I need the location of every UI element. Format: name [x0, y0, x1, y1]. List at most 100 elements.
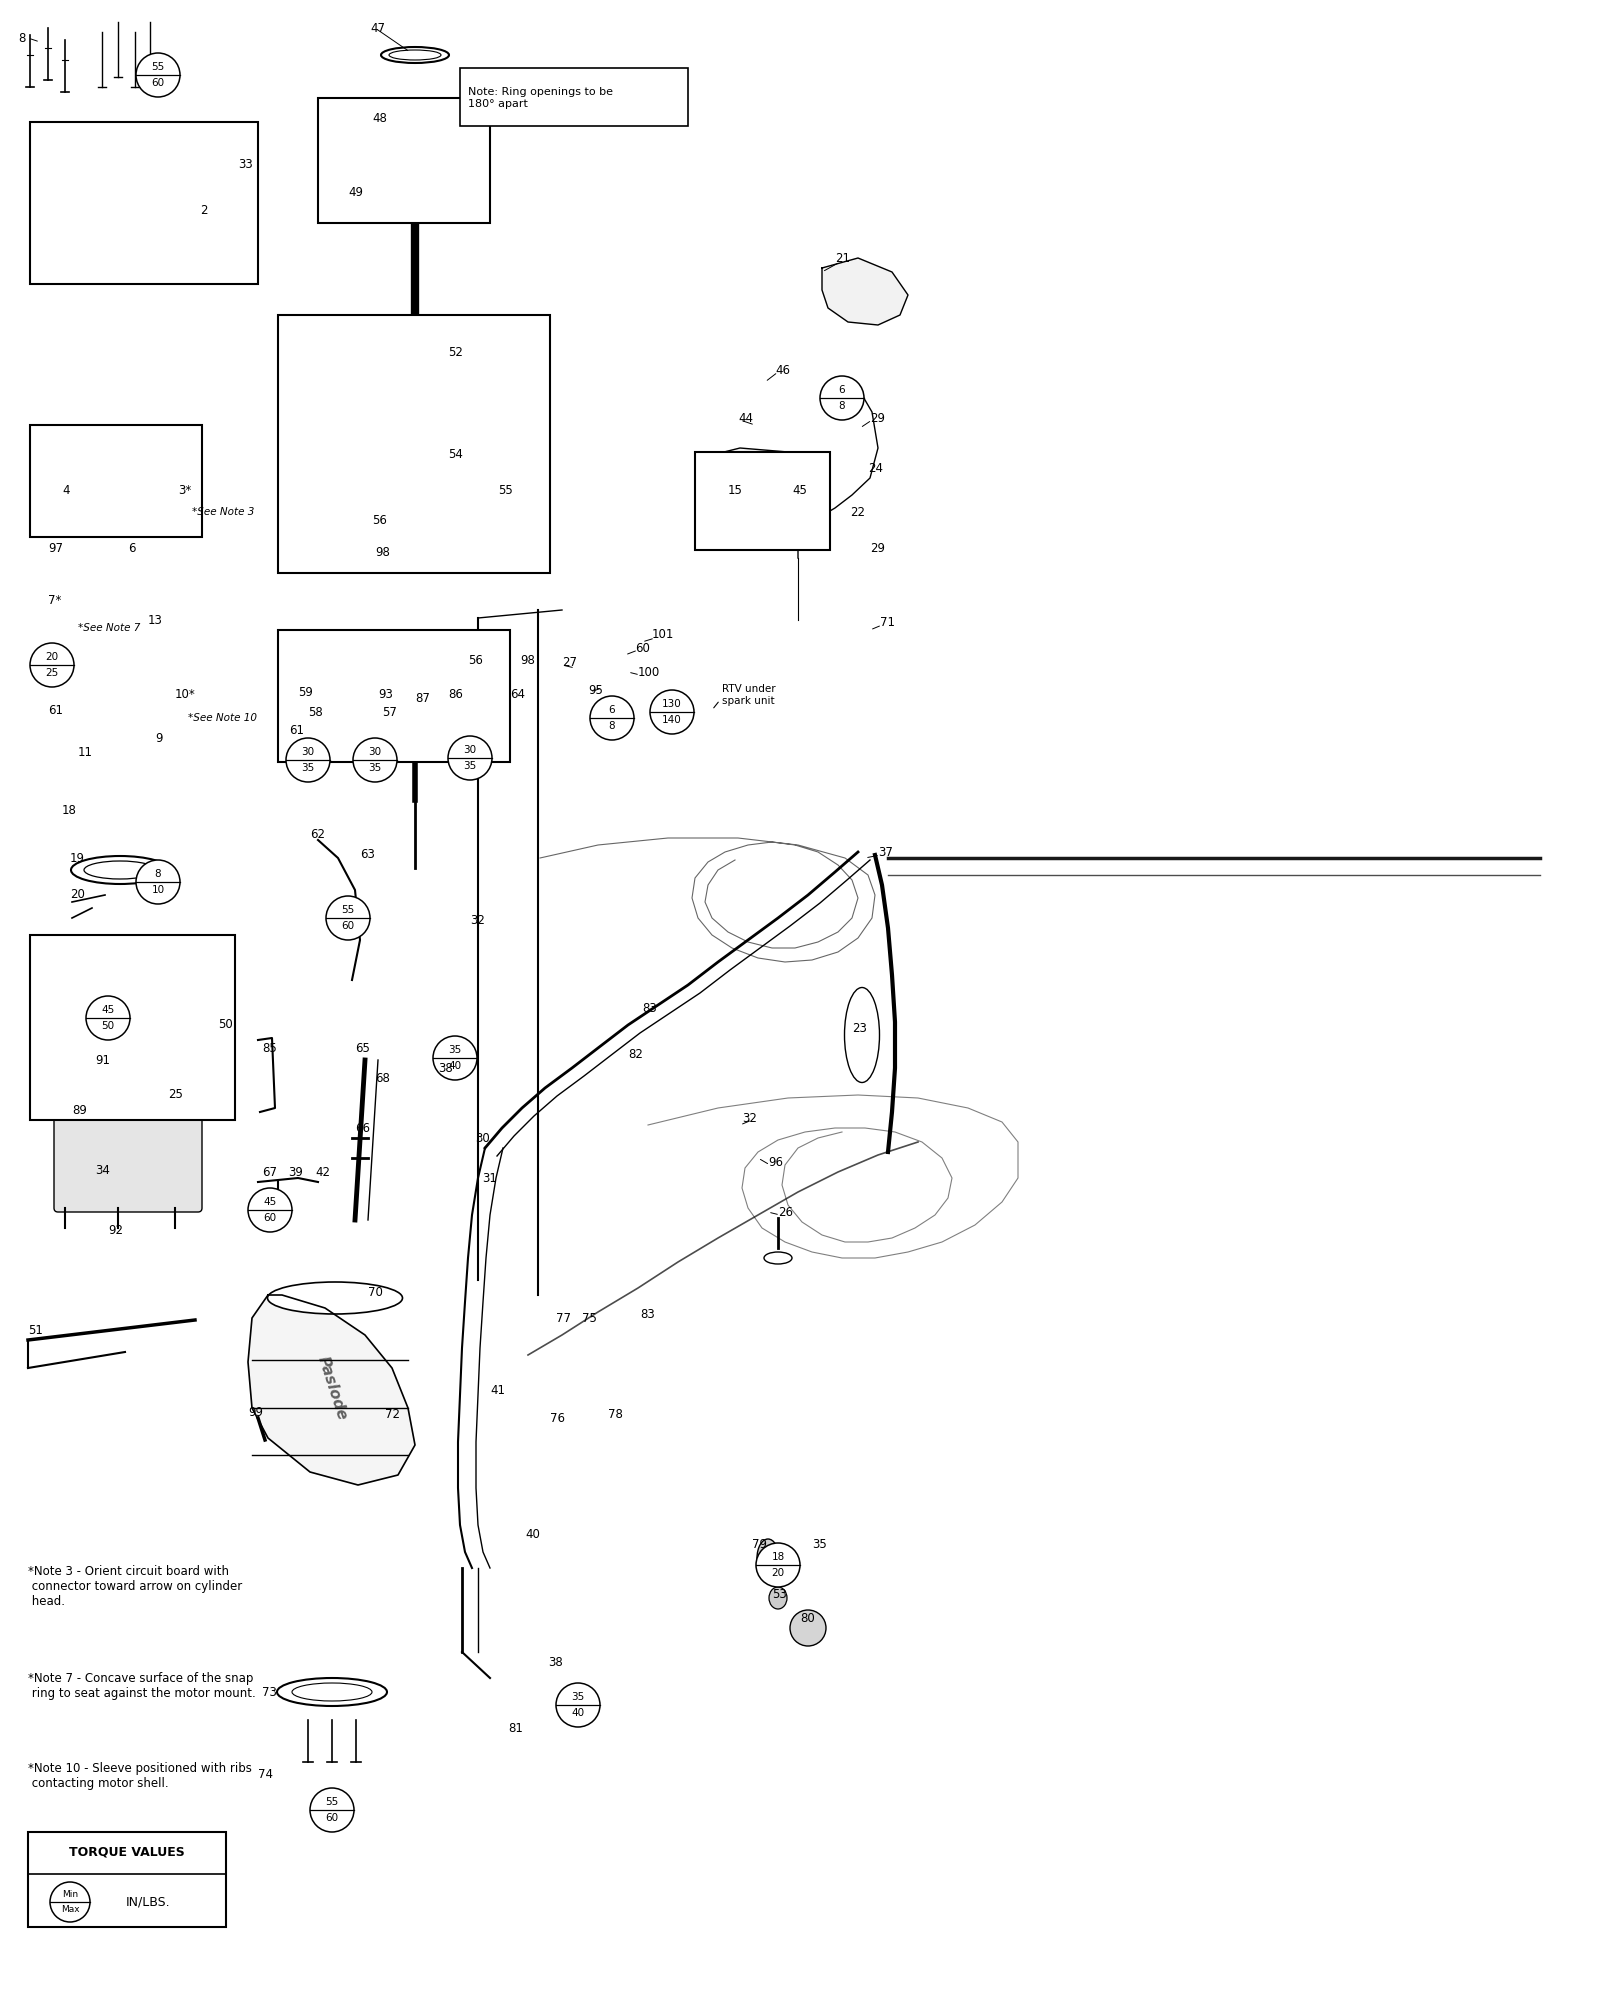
Text: 50: 50 — [218, 1019, 232, 1031]
Bar — [461, 68, 688, 127]
Text: 30: 30 — [301, 747, 315, 757]
Text: 53: 53 — [771, 1589, 787, 1601]
Text: *Note 7 - Concave surface of the snap
 ring to seat against the motor mount.: *Note 7 - Concave surface of the snap ri… — [29, 1672, 256, 1700]
Text: 32: 32 — [742, 1112, 757, 1124]
Text: 30: 30 — [475, 1132, 490, 1144]
Text: 75: 75 — [582, 1311, 597, 1325]
Text: 40: 40 — [571, 1708, 584, 1718]
Circle shape — [86, 997, 130, 1039]
Circle shape — [819, 377, 864, 421]
Text: 73: 73 — [262, 1686, 277, 1698]
Text: 7*: 7* — [48, 594, 61, 606]
Text: 101: 101 — [653, 628, 674, 642]
Circle shape — [286, 737, 330, 781]
Circle shape — [650, 691, 694, 733]
Text: 15: 15 — [728, 483, 742, 497]
Text: 55: 55 — [325, 1796, 339, 1807]
Text: 98: 98 — [374, 546, 390, 558]
FancyBboxPatch shape — [54, 1104, 202, 1212]
Text: 44: 44 — [738, 411, 754, 425]
Text: 25: 25 — [168, 1088, 182, 1102]
Circle shape — [448, 735, 493, 779]
Text: *See Note 10: *See Note 10 — [189, 713, 258, 723]
Text: 60: 60 — [341, 920, 355, 930]
Text: 32: 32 — [470, 914, 485, 926]
Text: 46: 46 — [774, 363, 790, 377]
Ellipse shape — [75, 189, 221, 207]
Text: 76: 76 — [550, 1412, 565, 1424]
Text: 77: 77 — [557, 1311, 571, 1325]
Text: TORQUE VALUES: TORQUE VALUES — [69, 1845, 186, 1859]
Text: 56: 56 — [371, 514, 387, 526]
Text: 62: 62 — [310, 828, 325, 842]
Text: 56: 56 — [467, 653, 483, 667]
Text: 35: 35 — [464, 761, 477, 771]
Text: 100: 100 — [638, 665, 661, 679]
Text: 60: 60 — [152, 79, 165, 89]
Text: 81: 81 — [509, 1722, 523, 1734]
Text: 6: 6 — [128, 542, 136, 554]
Ellipse shape — [267, 1283, 403, 1313]
Text: 29: 29 — [870, 411, 885, 425]
Polygon shape — [701, 447, 829, 510]
Circle shape — [248, 1188, 291, 1233]
Text: 59: 59 — [298, 685, 314, 699]
Text: 8: 8 — [838, 401, 845, 411]
Text: 55: 55 — [341, 904, 355, 914]
Text: 98: 98 — [520, 653, 534, 667]
Circle shape — [590, 697, 634, 739]
Ellipse shape — [357, 143, 472, 171]
Ellipse shape — [350, 375, 478, 405]
Text: 54: 54 — [448, 449, 462, 461]
Circle shape — [434, 1035, 477, 1080]
Ellipse shape — [70, 234, 90, 244]
Bar — [30, 123, 258, 284]
Text: 21: 21 — [835, 252, 850, 264]
Text: 8: 8 — [155, 868, 162, 878]
Text: 49: 49 — [349, 185, 363, 199]
Text: 37: 37 — [878, 846, 893, 858]
Text: 24: 24 — [867, 461, 883, 475]
Bar — [323, 649, 338, 687]
Ellipse shape — [365, 107, 466, 129]
Text: 85: 85 — [262, 1041, 277, 1055]
Text: 60: 60 — [635, 642, 650, 655]
Circle shape — [136, 52, 179, 97]
Text: 29: 29 — [870, 542, 885, 554]
Text: 83: 83 — [640, 1309, 654, 1321]
Ellipse shape — [67, 508, 163, 530]
Bar — [301, 669, 318, 713]
Text: 19: 19 — [70, 852, 85, 864]
Text: 23: 23 — [851, 1021, 867, 1035]
Text: 6: 6 — [608, 705, 616, 715]
Text: 3*: 3* — [178, 483, 192, 497]
Text: 83: 83 — [642, 1001, 656, 1015]
Text: 140: 140 — [662, 715, 682, 725]
FancyBboxPatch shape — [51, 125, 243, 201]
Polygon shape — [822, 258, 909, 324]
Text: 27: 27 — [562, 655, 578, 669]
Text: 79: 79 — [752, 1539, 766, 1551]
Text: 38: 38 — [547, 1656, 563, 1668]
Text: 78: 78 — [608, 1408, 622, 1422]
Text: 20: 20 — [45, 653, 59, 663]
Circle shape — [790, 1609, 826, 1645]
Ellipse shape — [67, 425, 163, 451]
Bar — [318, 99, 490, 224]
Text: 18: 18 — [771, 1551, 784, 1561]
Text: 33: 33 — [238, 159, 253, 171]
Text: 31: 31 — [482, 1172, 498, 1184]
Ellipse shape — [350, 544, 478, 572]
Bar — [370, 644, 390, 701]
Circle shape — [310, 1788, 354, 1833]
Text: 8: 8 — [18, 32, 26, 44]
Circle shape — [757, 1543, 800, 1587]
Circle shape — [93, 993, 163, 1063]
Text: 35: 35 — [448, 1045, 462, 1055]
Text: 97: 97 — [48, 542, 62, 554]
Text: 93: 93 — [378, 689, 394, 701]
Text: 10*: 10* — [174, 689, 195, 701]
Text: 82: 82 — [627, 1049, 643, 1061]
Text: 30: 30 — [464, 745, 477, 755]
Text: 74: 74 — [258, 1768, 274, 1782]
